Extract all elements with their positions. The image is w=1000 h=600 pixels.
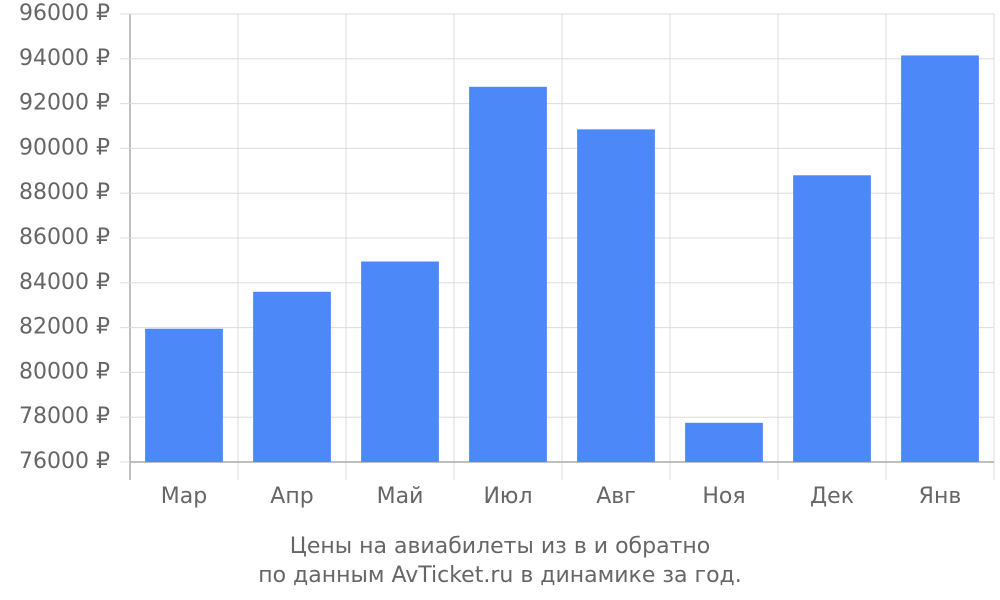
bar [253, 291, 331, 462]
chart-title: Цены на авиабилеты из в и обратно [290, 534, 710, 559]
x-tick-label: Мар [161, 484, 207, 509]
bar [469, 86, 547, 463]
bar [685, 422, 763, 462]
y-tick-label: 92000 ₽ [19, 91, 110, 116]
y-tick-label: 90000 ₽ [19, 135, 110, 160]
x-tick-label: Авг [596, 484, 636, 509]
x-tick-label: Янв [919, 484, 962, 509]
bar [577, 129, 655, 463]
y-tick-label: 78000 ₽ [19, 404, 110, 429]
y-tick-label: 94000 ₽ [19, 46, 110, 71]
bar [361, 261, 439, 462]
x-tick-label: Май [377, 484, 424, 509]
y-tick-label: 76000 ₽ [19, 449, 110, 474]
x-tick-label: Апр [270, 484, 313, 509]
y-tick-label: 80000 ₽ [19, 359, 110, 384]
y-tick-label: 86000 ₽ [19, 225, 110, 250]
y-tick-label: 96000 ₽ [19, 1, 110, 26]
x-tick-label: Дек [810, 484, 854, 509]
y-tick-label: 82000 ₽ [19, 315, 110, 340]
x-tick-label: Ноя [702, 484, 745, 509]
bar [901, 55, 979, 462]
y-tick-label: 84000 ₽ [19, 270, 110, 295]
bar [793, 175, 871, 462]
chart-subtitle: по данным AvTicket.ru в динамике за год. [258, 563, 742, 588]
y-tick-label: 88000 ₽ [19, 180, 110, 205]
bar [145, 328, 223, 462]
x-tick-label: Июл [483, 484, 532, 509]
